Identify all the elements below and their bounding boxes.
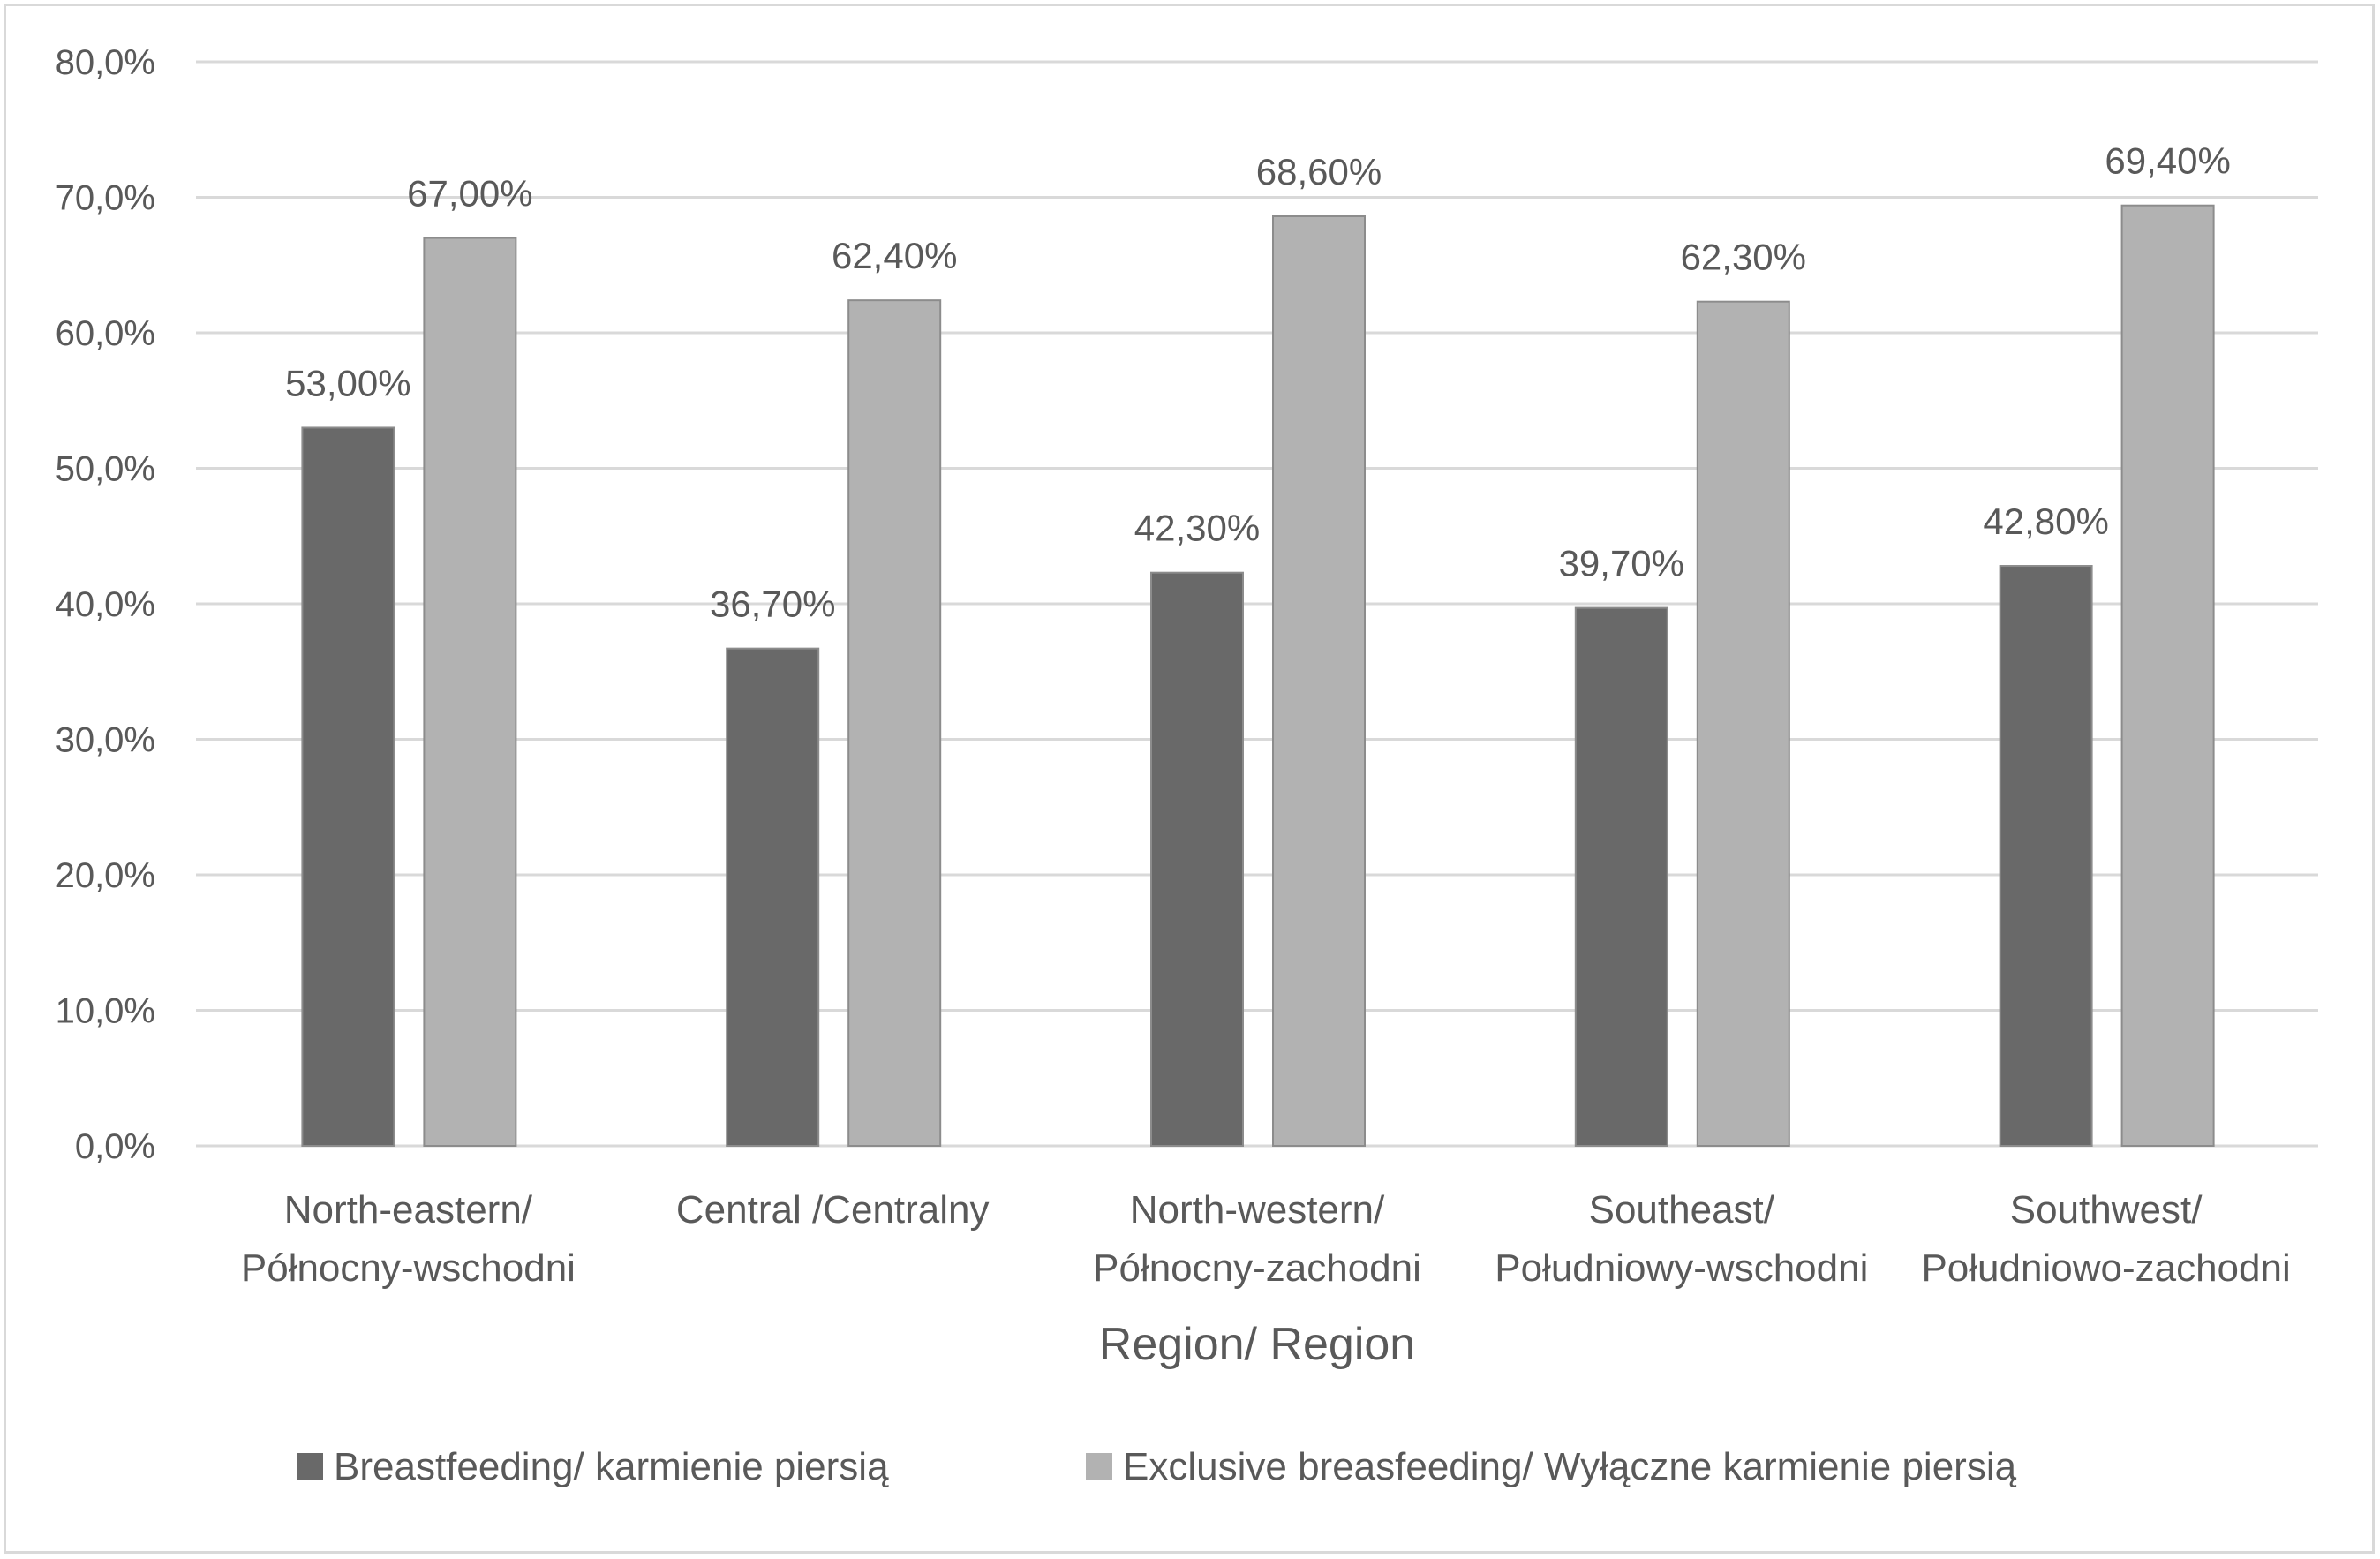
data-label: 69,40%	[2105, 140, 2230, 182]
y-tick-label: 70,0%	[56, 179, 155, 218]
bar-series1-cat4	[1574, 606, 1668, 1147]
data-label: 36,70%	[710, 584, 835, 625]
category-label: Północny-wschodni	[241, 1246, 576, 1290]
y-tick-label: 20,0%	[56, 856, 155, 895]
category-label: Północny-zachodni	[1093, 1246, 1421, 1290]
bar-series2-cat2	[847, 299, 942, 1148]
legend-swatch-series2	[1086, 1453, 1112, 1480]
legend-label: Breastfeeding/ karmienie piersią	[334, 1445, 889, 1488]
y-tick-label: 50,0%	[56, 450, 155, 489]
y-tick-label: 60,0%	[56, 314, 155, 353]
data-label: 68,60%	[1256, 151, 1382, 192]
data-label: 53,00%	[285, 362, 410, 403]
y-tick-label: 0,0%	[75, 1127, 155, 1166]
legend-label: Exclusive breasfeeding/ Wyłączne karmien…	[1123, 1445, 2017, 1488]
category-label: Południowo-zachodni	[1921, 1246, 2290, 1290]
data-label: 62,30%	[1681, 237, 1806, 278]
bar-series2-cat3	[1272, 215, 1366, 1148]
bar-series1-cat3	[1150, 571, 1244, 1147]
category-label: North-eastern/	[284, 1188, 533, 1231]
y-tick-label: 80,0%	[56, 43, 155, 82]
bar-series2-cat1	[423, 237, 517, 1147]
y-tick-label: 10,0%	[56, 992, 155, 1031]
data-label: 62,40%	[832, 235, 957, 276]
category-label: Południowy-wschodni	[1495, 1246, 1868, 1290]
category-label: Central /Centralny	[676, 1188, 990, 1231]
data-label: 42,30%	[1134, 508, 1260, 549]
data-label: 39,70%	[1559, 543, 1684, 584]
bar-series1-cat2	[726, 647, 820, 1147]
bar-series2-cat4	[1696, 300, 1790, 1147]
bar-series2-cat5	[2120, 204, 2215, 1148]
category-label: North-western/	[1130, 1188, 1385, 1231]
bar-series1-cat1	[301, 426, 395, 1147]
category-label: Southeast/	[1589, 1188, 1775, 1231]
data-label: 42,80%	[1983, 501, 2108, 542]
y-tick-label: 40,0%	[56, 585, 155, 624]
bar-series1-cat5	[1999, 565, 2093, 1147]
x-axis-title: Region/ Region	[1099, 1319, 1415, 1370]
legend-swatch-series1	[297, 1453, 323, 1480]
data-label: 67,00%	[407, 173, 532, 215]
category-label: Southwest/	[2010, 1188, 2203, 1231]
y-tick-label: 30,0%	[56, 721, 155, 760]
